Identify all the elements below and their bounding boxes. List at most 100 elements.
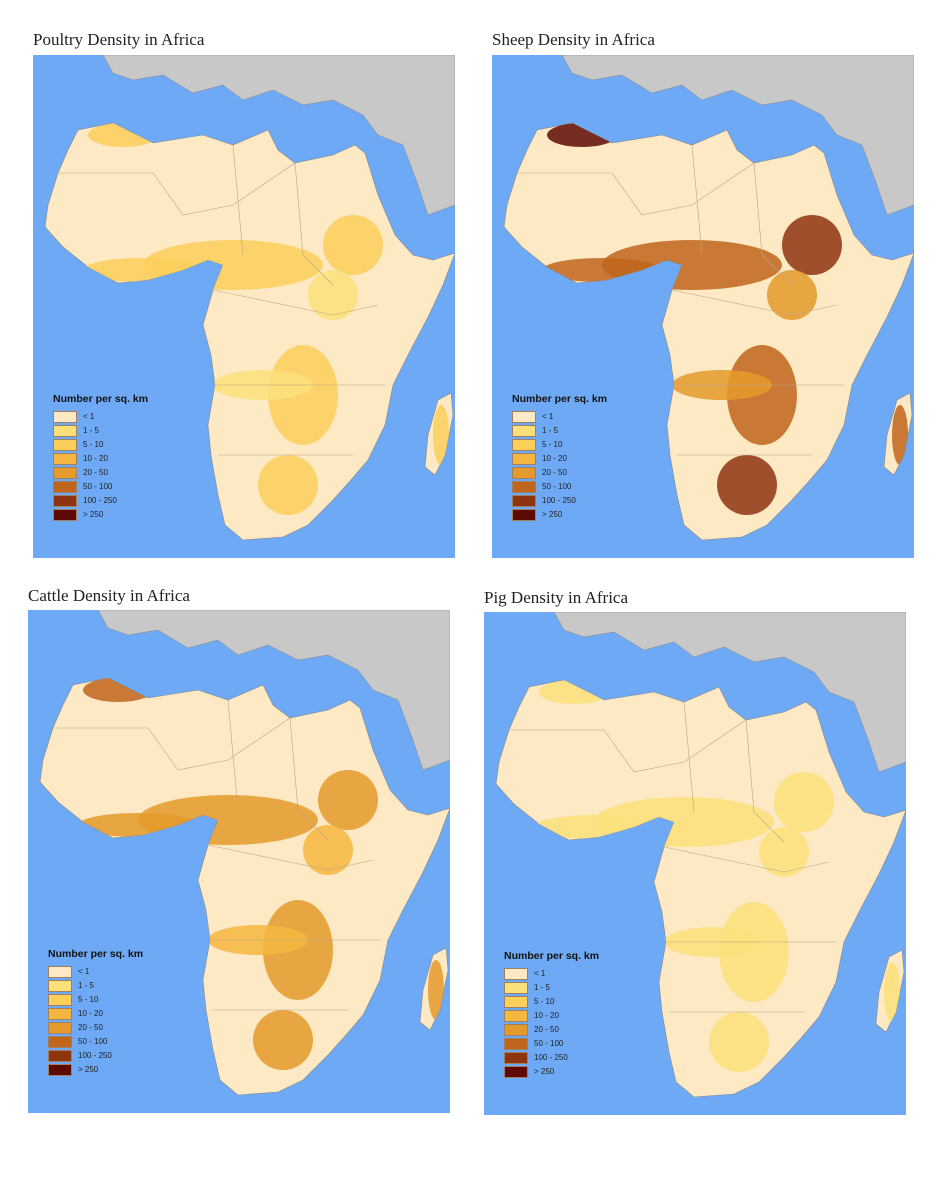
map-canvas <box>44 55 455 541</box>
country-border <box>289 717 329 841</box>
legend-item: 10 - 20 <box>48 1007 143 1020</box>
legend-swatch <box>512 438 536 451</box>
legend-swatch <box>504 967 528 980</box>
legend-item: > 250 <box>48 1063 143 1076</box>
legend-title: Number per sq. km <box>48 948 144 960</box>
europe-landmass <box>561 55 914 216</box>
density-area <box>774 772 834 832</box>
legend-label: 1 - 5 <box>534 983 551 992</box>
density-area <box>83 258 203 282</box>
legend-label: 50 - 100 <box>534 1039 564 1048</box>
legend-item: 10 - 20 <box>512 452 607 465</box>
map-pig: Number per sq. km < 1 1 - 5 5 - 10 10 - 20 20… <box>484 612 906 1115</box>
europe-landmass <box>553 612 906 773</box>
legend-item: 1 - 5 <box>504 981 599 994</box>
density-layer <box>509 680 900 1072</box>
density-area <box>717 455 777 515</box>
legend-swatch <box>53 466 77 479</box>
legend-label: 1 - 5 <box>78 981 95 990</box>
density-area <box>884 962 900 1022</box>
country-border <box>294 162 334 286</box>
map-legend: Number per sq. km < 1 1 - 5 5 - 10 10 - 20 20… <box>53 393 148 522</box>
density-area <box>709 1012 769 1072</box>
map-title-sheep: Sheep Density in Africa <box>492 30 655 49</box>
legend-swatch <box>53 438 77 451</box>
legend-item: 10 - 20 <box>504 1009 599 1022</box>
legend-swatch <box>512 452 536 465</box>
legend-swatch <box>512 480 536 493</box>
country-border <box>58 162 296 216</box>
map-canvas <box>503 55 914 541</box>
legend-label: 20 - 50 <box>534 1025 559 1034</box>
legend-swatch <box>53 480 77 493</box>
density-area <box>539 680 609 704</box>
legend-swatch <box>504 1051 528 1064</box>
density-area <box>433 405 449 465</box>
density-area <box>253 1010 313 1070</box>
legend-item: 20 - 50 <box>504 1023 599 1036</box>
legend-label: 1 - 5 <box>83 426 100 435</box>
density-area <box>323 215 383 275</box>
map-legend: Number per sq. km < 1 1 - 5 5 - 10 10 - 20 20… <box>512 393 607 522</box>
map-legend: Number per sq. km < 1 1 - 5 5 - 10 10 - 20 20… <box>504 950 599 1079</box>
legend-swatch <box>48 1021 72 1034</box>
legend-swatch <box>48 1063 72 1076</box>
legend-swatch <box>53 494 77 507</box>
map-canvas <box>495 612 906 1098</box>
legend-swatch <box>504 1065 528 1078</box>
legend-item: 1 - 5 <box>48 979 143 992</box>
legend-label: 10 - 20 <box>78 1009 103 1018</box>
country-border <box>212 289 379 316</box>
map-sheep: Number per sq. km < 1 1 - 5 5 - 10 10 - 20 20… <box>492 55 914 558</box>
density-layer <box>517 123 908 515</box>
legend-label: < 1 <box>542 412 554 421</box>
legend-title: Number per sq. km <box>512 393 608 405</box>
legend-item: < 1 <box>48 965 143 978</box>
legend-swatch <box>504 1009 528 1022</box>
density-area <box>268 345 338 445</box>
legend-label: 100 - 250 <box>542 496 576 505</box>
legend-swatch <box>512 508 536 521</box>
legend-label: 5 - 10 <box>534 997 555 1006</box>
legend-item: 50 - 100 <box>504 1037 599 1050</box>
legend-item: 5 - 10 <box>48 993 143 1006</box>
legend-label: 1 - 5 <box>542 426 559 435</box>
legend-item: 100 - 250 <box>512 494 607 507</box>
legend-swatch <box>504 1037 528 1050</box>
legend-item: 5 - 10 <box>504 995 599 1008</box>
legend-label: < 1 <box>83 412 95 421</box>
country-border <box>509 719 747 773</box>
country-border <box>227 699 239 811</box>
legend-swatch <box>512 466 536 479</box>
legend-label: < 1 <box>78 967 90 976</box>
legend-item: 1 - 5 <box>512 424 607 437</box>
legend-swatch <box>48 965 72 978</box>
legend-title: Number per sq. km <box>504 950 600 962</box>
legend-label: 100 - 250 <box>83 496 117 505</box>
country-border <box>745 719 785 843</box>
country-border <box>663 846 830 873</box>
legend-item: 50 - 100 <box>48 1035 143 1048</box>
density-area <box>767 270 817 320</box>
legend-item: 100 - 250 <box>504 1051 599 1064</box>
legend-label: 10 - 20 <box>534 1011 559 1020</box>
legend-item: < 1 <box>512 410 607 423</box>
legend-label: 10 - 20 <box>83 454 108 463</box>
density-area <box>542 258 662 282</box>
legend-label: 50 - 100 <box>83 482 113 491</box>
legend-swatch <box>504 981 528 994</box>
density-area <box>782 215 842 275</box>
country-border <box>517 162 755 216</box>
country-border <box>207 844 374 871</box>
legend-item: 1 - 5 <box>53 424 148 437</box>
country-border <box>671 289 838 316</box>
legend-label: 10 - 20 <box>542 454 567 463</box>
map-legend: Number per sq. km < 1 1 - 5 5 - 10 10 - 20 20… <box>48 948 143 1077</box>
legend-item: > 250 <box>504 1065 599 1078</box>
country-border <box>683 701 695 813</box>
density-area <box>308 270 358 320</box>
legend-item: 100 - 250 <box>53 494 148 507</box>
density-area <box>428 960 444 1020</box>
legend-swatch <box>53 424 77 437</box>
map-title-poultry: Poultry Density in Africa <box>33 30 205 49</box>
